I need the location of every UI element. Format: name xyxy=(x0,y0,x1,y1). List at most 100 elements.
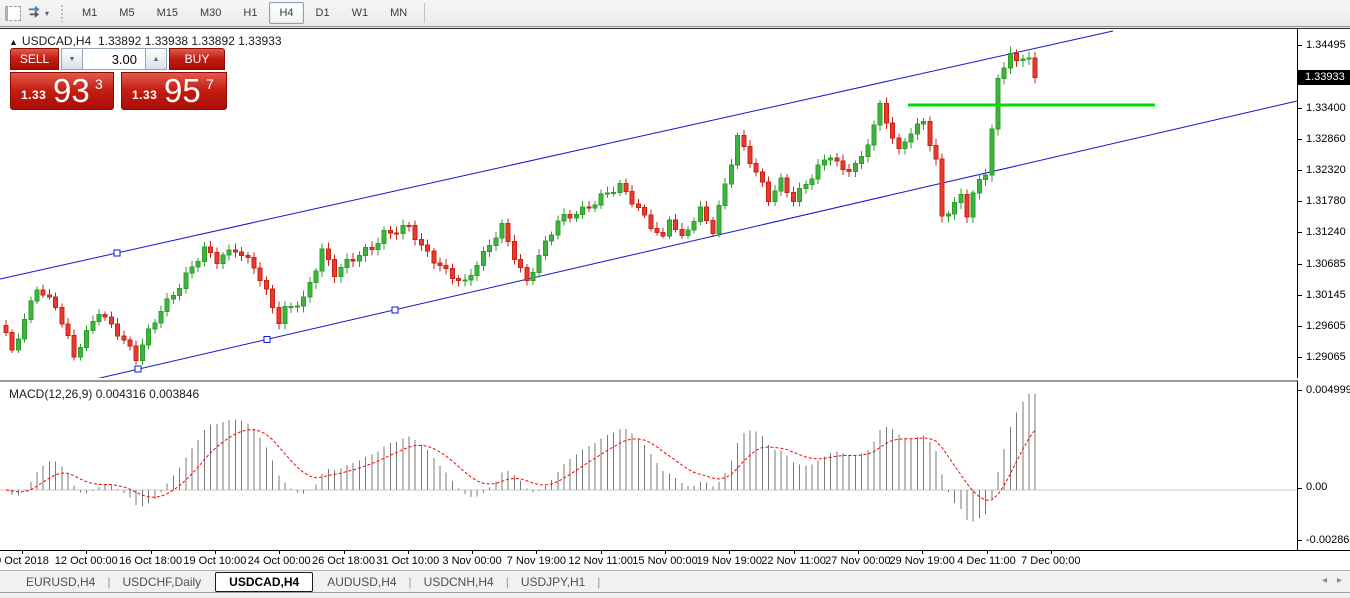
time-axis-label: 29 Nov 19:00 xyxy=(889,555,955,567)
chart-tab-usdjpy-h1[interactable]: USDJPY,H1 xyxy=(520,574,586,589)
chart-window: ▲ USDCAD,H4 1.33892 1.33938 1.33892 1.339… xyxy=(0,28,1350,571)
tab-divider: | xyxy=(408,574,412,589)
timeframe-button-h1[interactable]: H1 xyxy=(243,7,258,19)
macd-value: 0.004316 xyxy=(95,387,146,401)
time-axis-label: 16 Oct 18:00 xyxy=(119,555,183,567)
price-axis-label: 1.30145 xyxy=(1306,289,1346,301)
time-axis-label: 7 Dec 00:00 xyxy=(1021,555,1081,567)
time-axis-tick xyxy=(600,551,602,554)
price-axis-tick xyxy=(1298,201,1302,203)
one-click-trade-widget: SELL ▼ ▲ BUY 1.33 93 3 1.33 95 7 xyxy=(10,48,227,110)
price-axis-label: 1.30685 xyxy=(1306,257,1346,270)
time-axis[interactable]: 9 Oct 2018 12 Oct 00:00 16 Oct 18:00 19 Oct… xyxy=(0,550,1350,571)
chart-tab-usdcad-h4[interactable]: USDCAD,H4 xyxy=(215,571,314,592)
tab-scroll-left-icon[interactable]: ◂ xyxy=(1321,575,1327,586)
time-axis-tick xyxy=(1050,551,1052,554)
chart-arrows-icon[interactable] xyxy=(26,4,44,22)
bid-pipette: 3 xyxy=(95,76,103,92)
bid-price-box[interactable]: 1.33 93 3 xyxy=(10,72,114,110)
time-axis-tick xyxy=(922,551,924,554)
price-axis-label: 1.31240 xyxy=(1306,226,1346,239)
macd-pane[interactable]: MACD(12,26,9) 0.004316 0.003846 xyxy=(0,380,1298,550)
price-axis-tick xyxy=(1298,232,1302,234)
time-axis-tick xyxy=(150,551,152,554)
macd-label: MACD(12,26,9) 0.004316 0.003846 xyxy=(9,387,199,401)
chart-tab-usdcnh-h4[interactable]: USDCNH,H4 xyxy=(423,574,494,589)
bid-prefix: 1.33 xyxy=(21,88,47,102)
price-axis-label: 1.34495 xyxy=(1306,39,1346,51)
timeframe-button-w1[interactable]: W1 xyxy=(351,7,369,19)
time-axis-label: 31 Oct 10:00 xyxy=(376,555,440,567)
chart-tab-audusd-h4[interactable]: AUDUSD,H4 xyxy=(327,574,397,589)
time-axis-tick xyxy=(536,551,538,554)
ask-price-box[interactable]: 1.33 95 7 xyxy=(121,72,227,110)
buy-button[interactable]: BUY xyxy=(169,48,225,70)
timeframe-button-m30[interactable]: M30 xyxy=(199,7,222,19)
chart-title: ▲ USDCAD,H4 1.33892 1.33938 1.33892 1.339… xyxy=(9,34,282,48)
tab-divider: | xyxy=(597,574,601,589)
chart-symbol: USDCAD,H4 xyxy=(21,34,92,48)
macd-axis-zero: 0.00 xyxy=(1306,481,1328,493)
time-axis-tick xyxy=(279,551,281,554)
current-price-marker: 1.33933 xyxy=(1298,70,1350,86)
time-axis-tick xyxy=(407,551,409,554)
macd-signal-value: 0.003846 xyxy=(149,387,200,401)
tab-scroll-right-icon[interactable]: ▸ xyxy=(1336,575,1342,586)
timeframe-button-h4[interactable]: H4 xyxy=(269,2,304,24)
ask-prefix: 1.33 xyxy=(132,88,158,102)
tab-divider: | xyxy=(505,574,509,589)
volume-decrease-button[interactable]: ▼ xyxy=(61,48,83,70)
price-chart-canvas[interactable] xyxy=(0,29,1297,378)
ohlc-low: 1.33892 xyxy=(191,34,235,48)
price-axis-tick xyxy=(1298,263,1302,265)
timeframe-button-m15[interactable]: M15 xyxy=(156,7,178,19)
time-axis-label: 9 Oct 2018 xyxy=(0,555,49,567)
bid-big-digits: 93 xyxy=(53,72,90,109)
price-axis-label: 1.29605 xyxy=(1306,320,1346,333)
time-axis-label: 24 Oct 00:00 xyxy=(247,555,311,567)
price-axis-tick xyxy=(1298,107,1302,109)
price-axis-tick xyxy=(1298,295,1302,296)
status-strip xyxy=(0,592,1350,598)
time-axis-tick xyxy=(343,551,345,554)
ask-big-digits: 95 xyxy=(164,72,201,109)
time-axis-label: 7 Nov 19:00 xyxy=(506,555,567,567)
time-axis-tick xyxy=(214,551,216,554)
price-axis-label: 1.31780 xyxy=(1306,195,1346,208)
price-axis-label: 1.32860 xyxy=(1306,132,1346,145)
sell-button[interactable]: SELL xyxy=(10,48,59,70)
price-axis[interactable]: 1.34495 1.33400 1.32860 1.32320 1.31780 1.312… xyxy=(1298,29,1350,550)
chart-tab-bar: EURUSD,H4 | USDCHF,Daily USDCAD,H4 AUDUSD,H4… xyxy=(0,570,1350,592)
time-axis-label: 26 Oct 18:00 xyxy=(312,555,375,567)
timeframe-button-m1[interactable]: M1 xyxy=(82,7,98,19)
time-axis-label: 19 Nov 19:00 xyxy=(696,555,763,567)
time-axis-label: 12 Nov 11:00 xyxy=(568,555,633,567)
chart-template-icon[interactable] xyxy=(4,4,22,22)
collapse-triangle-icon[interactable]: ▲ xyxy=(9,37,18,47)
chevron-down-icon[interactable]: ▾ xyxy=(45,8,50,18)
timeframe-button-m5[interactable]: M5 xyxy=(119,7,135,19)
time-axis-tick xyxy=(472,551,474,554)
timeframe-button-mn[interactable]: MN xyxy=(390,7,408,19)
time-axis-label: 19 Oct 10:00 xyxy=(183,555,247,567)
macd-canvas[interactable] xyxy=(0,382,1297,550)
toolbar-drag-handle[interactable] xyxy=(60,4,66,22)
timeframe-button-d1[interactable]: D1 xyxy=(315,7,330,19)
main-price-pane[interactable]: ▲ USDCAD,H4 1.33892 1.33938 1.33892 1.339… xyxy=(0,29,1298,378)
time-axis-label: 4 Dec 11:00 xyxy=(957,555,1016,567)
ask-pipette: 7 xyxy=(206,76,214,92)
time-axis-tick xyxy=(729,551,731,554)
volume-increase-button[interactable]: ▲ xyxy=(145,48,167,70)
macd-axis-min: -0.002868 xyxy=(1306,534,1350,546)
macd-axis-tick xyxy=(1298,540,1302,541)
price-axis-label: 1.29065 xyxy=(1306,351,1346,364)
chart-tab-eurusd-h4[interactable]: EURUSD,H4 xyxy=(26,574,96,589)
chart-tab-usdchf-daily[interactable]: USDCHF,Daily xyxy=(122,574,202,589)
price-axis-tick xyxy=(1298,326,1302,328)
volume-input[interactable] xyxy=(83,48,145,70)
price-axis-label: 1.33400 xyxy=(1306,101,1346,114)
macd-axis-tick xyxy=(1298,390,1302,391)
macd-axis-max: 0.004999 xyxy=(1306,384,1350,396)
time-axis-tick xyxy=(857,551,859,554)
